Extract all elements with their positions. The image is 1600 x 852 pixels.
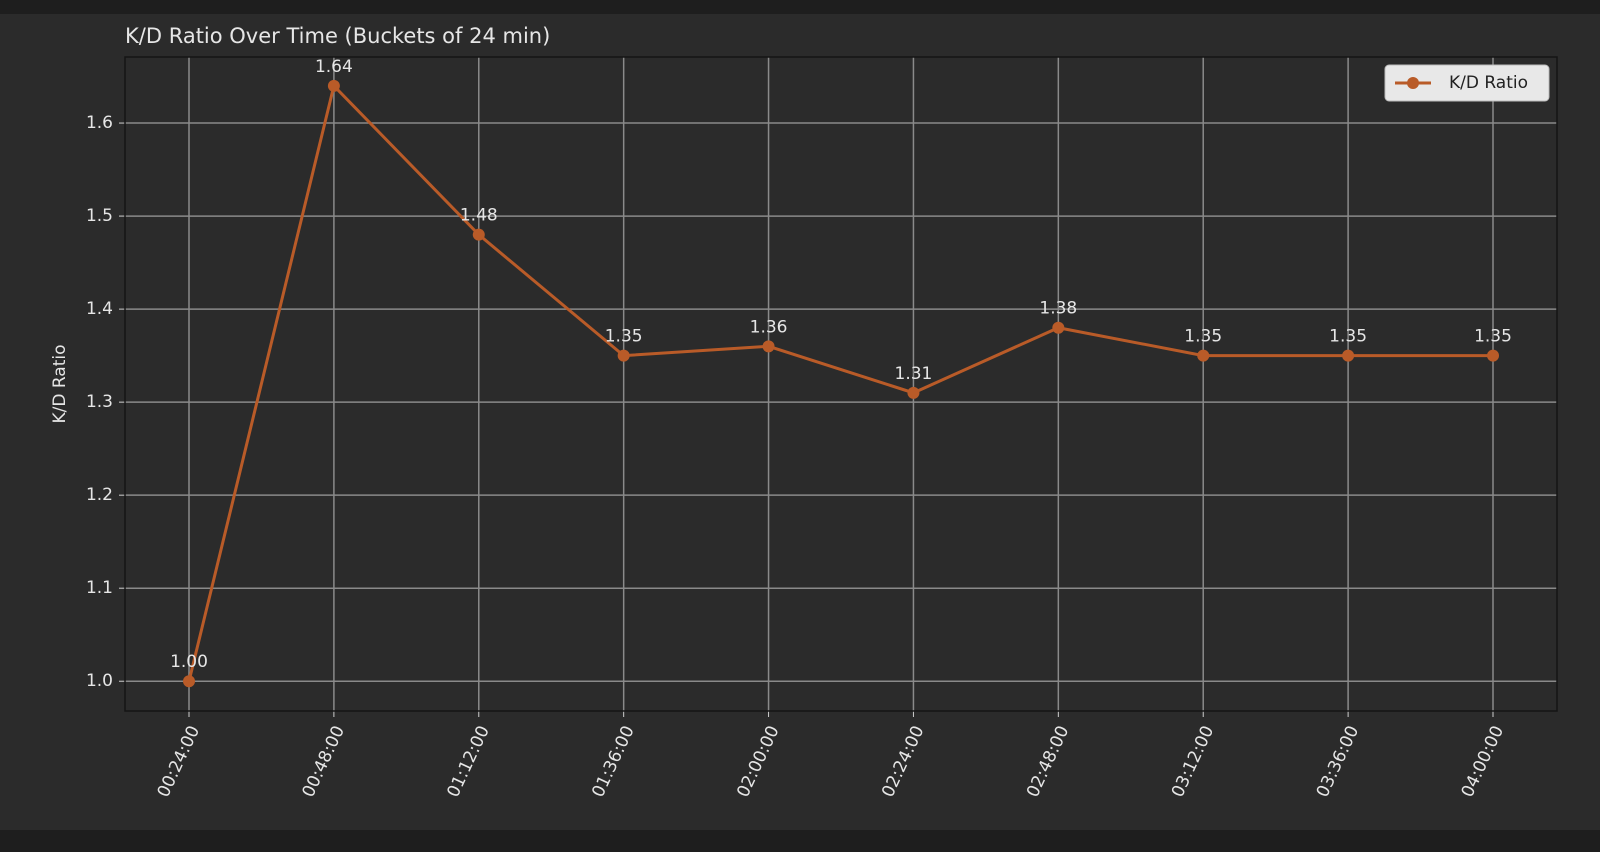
chart-background [0, 14, 1600, 830]
data-point [1342, 349, 1355, 362]
y-tick-label: 1.6 [86, 113, 113, 133]
legend-label: K/D Ratio [1449, 73, 1528, 93]
data-point [907, 386, 920, 399]
data-point [1487, 349, 1499, 362]
legend-marker [1407, 77, 1419, 89]
data-label: 1.35 [1329, 327, 1367, 347]
chart-title: K/D Ratio Over Time (Buckets of 24 min) [125, 24, 550, 48]
data-label: 1.35 [1184, 327, 1222, 347]
data-label: 1.48 [460, 206, 498, 226]
data-label: 1.00 [170, 652, 208, 672]
y-tick-label: 1.2 [86, 485, 113, 505]
data-point [762, 340, 775, 353]
legend-box [1384, 64, 1550, 102]
legend: K/D Ratio [1384, 64, 1550, 102]
plot-frame [124, 56, 1558, 712]
data-line [187, 82, 1493, 682]
y-tick-label: 1.0 [86, 671, 113, 691]
y-tick-label: 1.3 [86, 392, 113, 412]
data-point [183, 675, 195, 688]
y-tick-label: 1.1 [86, 578, 113, 598]
data-point [472, 228, 485, 241]
data-label: 1.35 [605, 327, 643, 347]
data-point [617, 349, 630, 362]
data-point [327, 79, 340, 92]
data-label: 1.36 [750, 317, 788, 337]
data-point [1052, 321, 1065, 334]
y-axis-label: K/D Ratio [50, 344, 70, 423]
y-tick-label: 1.5 [86, 206, 113, 226]
data-label: 1.64 [315, 57, 353, 77]
data-point [1197, 349, 1210, 362]
data-label: 1.31 [895, 364, 933, 384]
y-tick-label: 1.4 [86, 299, 113, 319]
data-label: 1.35 [1474, 327, 1512, 347]
data-label: 1.38 [1039, 299, 1077, 319]
